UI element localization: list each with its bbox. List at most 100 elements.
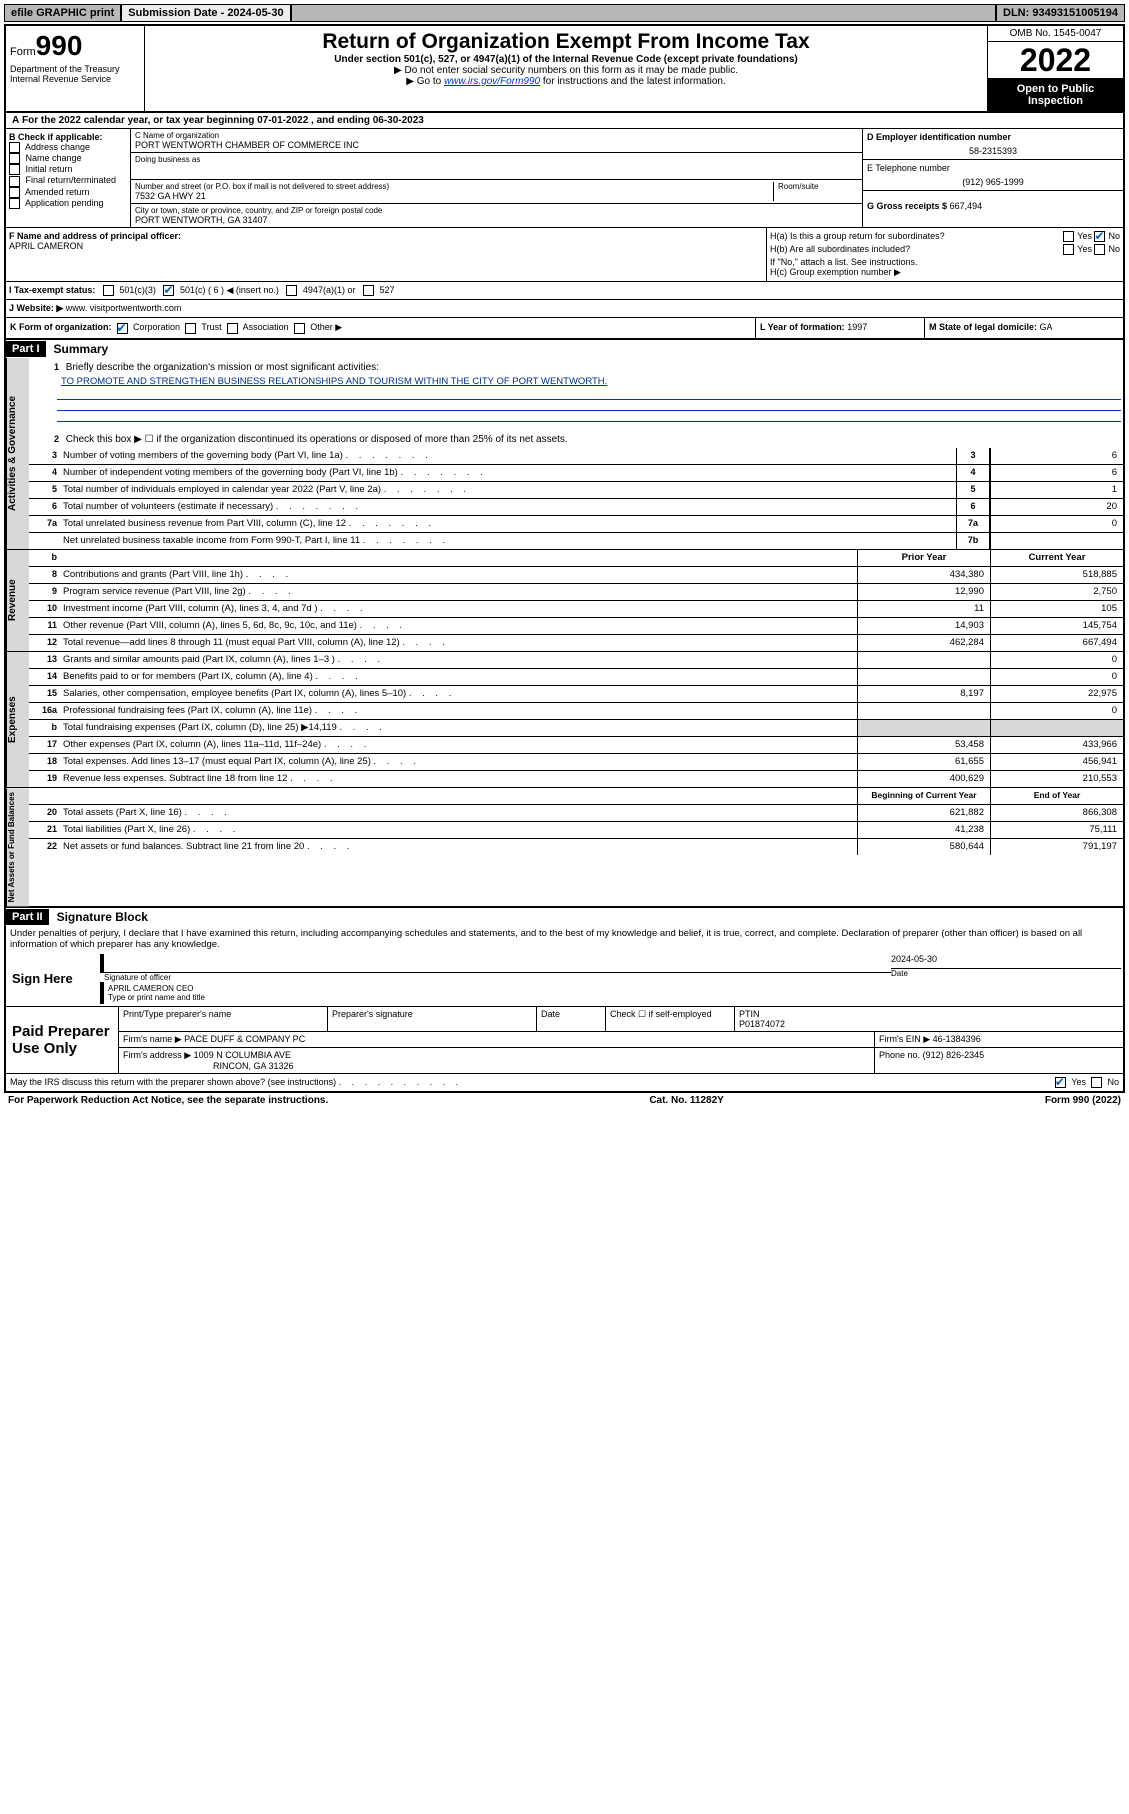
g-label: G Gross receipts $ [867, 201, 947, 211]
firm-addr2: RINCON, GA 31326 [123, 1061, 294, 1071]
efile-label: efile GRAPHIC print [4, 4, 121, 22]
paid-label: Paid Preparer Use Only [6, 1007, 119, 1073]
b-checkbox[interactable] [9, 142, 20, 153]
b-label: B Check if applicable: [9, 132, 127, 142]
prior-val: 61,655 [857, 754, 990, 770]
col-key: 7a [956, 516, 990, 532]
officer-name-box: APRIL CAMERON CEO Type or print name and… [100, 982, 1121, 1004]
exp-body: 13Grants and similar amounts paid (Part … [29, 652, 1123, 787]
m-label: M State of legal domicile: [929, 322, 1037, 332]
gov-line: 5Total number of individuals employed in… [29, 482, 1123, 499]
line-text: Investment income (Part VIII, column (A)… [61, 601, 857, 617]
current-year-header: Current Year [990, 550, 1123, 566]
may-yes-checkbox[interactable] [1055, 1077, 1066, 1088]
line-num: 7a [29, 516, 61, 532]
no-label2: No [1108, 244, 1120, 254]
b-item: Amended return [9, 187, 127, 198]
phone-label: Phone no. [879, 1050, 920, 1060]
gov-body: 1 Briefly describe the organization's mi… [29, 358, 1123, 549]
current-val: 433,966 [990, 737, 1123, 753]
data-line: 22Net assets or fund balances. Subtract … [29, 839, 1123, 855]
form-prefix: Form [10, 46, 36, 58]
current-val: 791,197 [990, 839, 1123, 855]
part2-header: Part II [6, 909, 49, 925]
gov-line: 3Number of voting members of the governi… [29, 448, 1123, 465]
ha-no-checkbox[interactable] [1094, 231, 1105, 242]
header-left: Form990 Department of the Treasury Inter… [6, 26, 145, 111]
na-hn [29, 788, 61, 804]
k-assoc-checkbox[interactable] [227, 323, 238, 334]
rev-ht [61, 550, 857, 566]
line-text: Professional fundraising fees (Part IX, … [61, 703, 857, 719]
section-g: G Gross receipts $ 667,494 [863, 191, 1123, 214]
line-text: Total expenses. Add lines 13–17 (must eq… [61, 754, 857, 770]
line-text: Net assets or fund balances. Subtract li… [61, 839, 857, 855]
g-val: 667,494 [950, 201, 983, 211]
f-name: APRIL CAMERON [9, 241, 763, 251]
gov-section: Activities & Governance 1 Briefly descri… [4, 358, 1125, 550]
blue-line-3 [57, 411, 1121, 422]
may-irs-text: May the IRS discuss this return with the… [10, 1077, 336, 1087]
i-label: I Tax-exempt status: [9, 285, 95, 295]
current-val: 456,941 [990, 754, 1123, 770]
ha-yes-checkbox[interactable] [1063, 231, 1074, 242]
ha-label: H(a) Is this a group return for subordin… [770, 231, 945, 242]
current-val: 2,750 [990, 584, 1123, 600]
may-no-label: No [1107, 1077, 1119, 1087]
k-other-checkbox[interactable] [294, 323, 305, 334]
may-no-checkbox[interactable] [1091, 1077, 1102, 1088]
line-num: 17 [29, 737, 61, 753]
firm-ein-val: 46-1384396 [933, 1034, 981, 1044]
line-num: 9 [29, 584, 61, 600]
rev-header-row: b Prior Year Current Year [29, 550, 1123, 567]
row-klm: K Form of organization: Corporation Trus… [4, 318, 1125, 339]
line-num: 15 [29, 686, 61, 702]
prior-val: 621,882 [857, 805, 990, 821]
gov-line: Net unrelated business taxable income fr… [29, 533, 1123, 549]
k-corp-checkbox[interactable] [117, 323, 128, 334]
sub3-post: for instructions and the latest informat… [540, 76, 726, 87]
k-trust-checkbox[interactable] [185, 323, 196, 334]
i-501c-checkbox[interactable] [163, 285, 174, 296]
col-val: 6 [990, 465, 1123, 481]
prep-date-label: Date [537, 1007, 606, 1031]
dln-label: DLN: 93493151005194 [996, 4, 1125, 22]
section-i: I Tax-exempt status: 501(c)(3) 501(c) ( … [6, 282, 1123, 299]
b-checkbox[interactable] [9, 164, 20, 175]
tax-year-line: A For the 2022 calendar year, or tax yea… [6, 113, 430, 128]
i-4947-checkbox[interactable] [286, 285, 297, 296]
part2-title: Signature Block [49, 908, 156, 926]
prior-val: 12,990 [857, 584, 990, 600]
d-label: D Employer identification number [867, 132, 1119, 142]
rev-section: Revenue b Prior Year Current Year 8Contr… [4, 550, 1125, 652]
data-line: bTotal fundraising expenses (Part IX, co… [29, 720, 1123, 737]
firm-addr-label: Firm's address ▶ [123, 1050, 191, 1060]
hc-label: H(c) Group exemption number ▶ [770, 267, 1120, 278]
line-text: Total fundraising expenses (Part IX, col… [61, 720, 857, 736]
m-val: GA [1040, 322, 1053, 332]
i-527-checkbox[interactable] [363, 285, 374, 296]
col-val: 0 [990, 516, 1123, 532]
i-501c3-checkbox[interactable] [103, 285, 114, 296]
data-line: 13Grants and similar amounts paid (Part … [29, 652, 1123, 669]
b-item: Application pending [9, 198, 127, 209]
line-text: Net unrelated business taxable income fr… [61, 533, 956, 549]
b-checkbox[interactable] [9, 187, 20, 198]
data-line: 17Other expenses (Part IX, column (A), l… [29, 737, 1123, 754]
b-checkbox[interactable] [9, 176, 20, 187]
line-num: 5 [29, 482, 61, 498]
hb-yes-checkbox[interactable] [1063, 244, 1074, 255]
c-city-val: PORT WENTWORTH, GA 31407 [135, 215, 858, 225]
phone-val: (912) 826-2345 [923, 1050, 985, 1060]
irs-link[interactable]: www.irs.gov/Form990 [444, 76, 540, 87]
b-checkbox[interactable] [9, 153, 20, 164]
firm-name-val: PACE DUFF & COMPANY PC [184, 1034, 305, 1044]
line-text: Total revenue—add lines 8 through 11 (mu… [61, 635, 857, 651]
row-i: I Tax-exempt status: 501(c)(3) 501(c) ( … [4, 282, 1125, 300]
footer-left: For Paperwork Reduction Act Notice, see … [8, 1095, 328, 1106]
hb-no-checkbox[interactable] [1094, 244, 1105, 255]
data-line: 21Total liabilities (Part X, line 26) . … [29, 822, 1123, 839]
i-opt2: 4947(a)(1) or [303, 285, 356, 295]
current-val: 75,111 [990, 822, 1123, 838]
b-checkbox[interactable] [9, 198, 20, 209]
